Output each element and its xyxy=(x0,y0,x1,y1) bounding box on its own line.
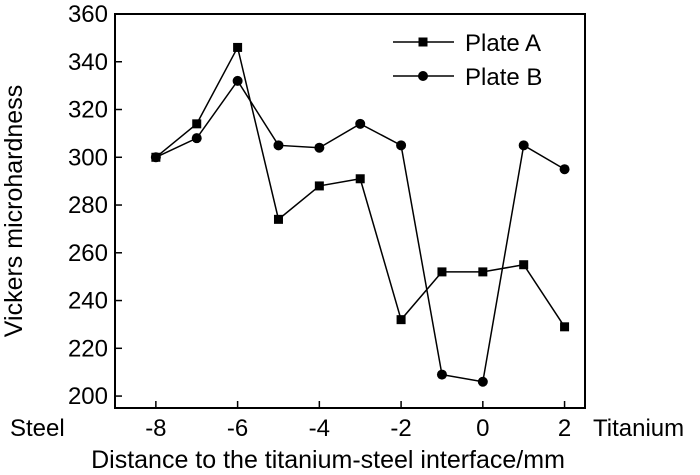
y-tick-label: 300 xyxy=(68,144,108,171)
steel-side-label: Steel xyxy=(10,415,65,442)
legend: Plate A Plate B xyxy=(393,30,542,91)
data-point-plate-b xyxy=(150,152,161,163)
data-point-plate-b xyxy=(396,140,407,151)
data-point-plate-a xyxy=(355,174,365,184)
data-point-plate-b xyxy=(314,142,325,153)
y-tick-label: 280 xyxy=(68,192,108,219)
axes: -8 -6 -4 -2 0 2 200 220 240 260 280 300 320 340 360 xyxy=(68,1,571,442)
x-tick-label: -2 xyxy=(390,415,411,442)
legend-marker-circle xyxy=(418,71,428,81)
data-point-plate-b xyxy=(436,369,447,380)
x-tick-label: -8 xyxy=(145,415,166,442)
data-point-plate-a xyxy=(478,267,488,277)
x-tick-label: -4 xyxy=(309,415,330,442)
data-point-plate-b xyxy=(355,118,366,129)
y-axis-title: Vickers microhardness xyxy=(0,85,28,337)
plot-frame xyxy=(114,13,586,409)
data-point-plate-b xyxy=(518,140,529,151)
data-point-plate-b xyxy=(191,133,202,144)
data-point-plate-b xyxy=(477,376,488,387)
data-point-plate-a xyxy=(396,315,406,325)
legend-label-plate-b: Plate B xyxy=(465,64,542,91)
data-point-plate-a xyxy=(437,267,447,277)
x-tick-label: 0 xyxy=(476,415,489,442)
data-point-plate-a xyxy=(560,322,570,332)
data-point-plate-a xyxy=(519,260,529,270)
y-tick-label: 320 xyxy=(68,97,108,124)
y-tick-label: 220 xyxy=(68,335,108,362)
y-tick-label: 200 xyxy=(68,383,108,410)
data-point-plate-a xyxy=(192,119,202,129)
x-tick-label: -6 xyxy=(227,415,248,442)
series-layer xyxy=(150,42,570,387)
x-axis-title: Distance to the titanium-steel interface… xyxy=(91,446,565,474)
data-point-plate-b xyxy=(559,164,570,175)
legend-label-plate-a: Plate A xyxy=(465,30,541,57)
y-tick-label: 260 xyxy=(68,240,108,267)
y-tick-label: 360 xyxy=(68,1,108,28)
y-tick-label: 240 xyxy=(68,288,108,315)
data-point-plate-b xyxy=(232,75,243,86)
titanium-side-label: Titanium xyxy=(593,415,684,442)
x-tick-label: 2 xyxy=(558,415,571,442)
legend-marker-square xyxy=(418,37,428,47)
y-tick-label: 340 xyxy=(68,49,108,76)
data-point-plate-a xyxy=(314,181,324,191)
data-point-plate-b xyxy=(273,140,284,151)
data-point-plate-a xyxy=(273,214,283,224)
data-point-plate-a xyxy=(233,42,243,52)
